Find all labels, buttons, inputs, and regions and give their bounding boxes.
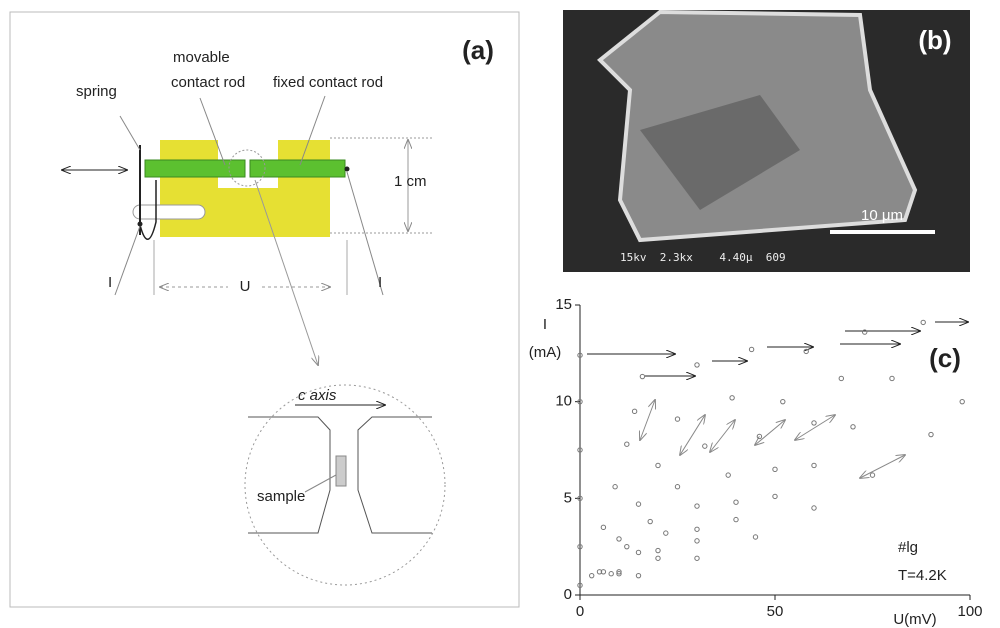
point <box>695 556 699 560</box>
panel-label: (a) <box>462 35 494 65</box>
point <box>609 572 613 576</box>
label: contact rod <box>171 74 245 91</box>
contact <box>345 167 350 172</box>
point <box>734 517 738 521</box>
arrow <box>795 415 835 440</box>
point <box>636 550 640 554</box>
spring-slot <box>133 205 205 219</box>
point <box>730 396 734 400</box>
point <box>851 425 855 429</box>
label: I <box>108 274 112 291</box>
point <box>749 347 753 351</box>
leader <box>305 475 336 492</box>
point <box>695 539 699 543</box>
point <box>804 349 808 353</box>
point <box>590 573 594 577</box>
label: movable <box>173 49 230 66</box>
annotation: #lg <box>898 539 918 556</box>
point <box>773 467 777 471</box>
panel-c-arrows <box>587 322 968 478</box>
point <box>656 548 660 552</box>
x-tick-label: 0 <box>576 603 584 620</box>
point <box>656 556 660 560</box>
fixed-rod <box>250 160 345 177</box>
point <box>695 527 699 531</box>
y-tick-label: 10 <box>555 393 572 410</box>
contact <box>138 222 143 227</box>
arrow <box>640 400 655 440</box>
annotation: T=4.2K <box>898 567 947 584</box>
point <box>781 399 785 403</box>
point <box>695 504 699 508</box>
panel-a: (a) spring movable contact rod fixed con… <box>10 12 519 607</box>
y-tick-label: 15 <box>555 296 572 313</box>
arrow <box>860 455 905 478</box>
x-tick-label: 50 <box>767 603 784 620</box>
point <box>656 463 660 467</box>
y-tick-label: 0 <box>564 586 572 603</box>
point <box>812 506 816 510</box>
arrow <box>710 420 735 452</box>
arrow <box>755 420 785 445</box>
point <box>890 376 894 380</box>
point <box>625 544 629 548</box>
label: U <box>240 278 251 295</box>
point <box>695 363 699 367</box>
holder <box>160 140 330 237</box>
point <box>929 432 933 436</box>
point <box>921 320 925 324</box>
sem-footer: 15kv 2.3kx 4.40μ 609 <box>620 251 786 264</box>
y-axis-label: I <box>543 316 547 333</box>
point <box>734 500 738 504</box>
label: spring <box>76 83 117 100</box>
point <box>812 463 816 467</box>
label: c axis <box>298 387 337 404</box>
point <box>640 374 644 378</box>
label: I <box>378 274 382 291</box>
point <box>675 417 679 421</box>
figure: (a) spring movable contact rod fixed con… <box>0 0 1000 628</box>
panel-frame <box>10 12 519 607</box>
point <box>703 444 707 448</box>
point <box>617 537 621 541</box>
point <box>601 525 605 529</box>
label: sample <box>257 488 305 505</box>
x-axis-label: U(mV) <box>893 611 936 628</box>
sample-block <box>336 456 346 486</box>
point <box>812 421 816 425</box>
y-axis-unit: (mA) <box>529 344 562 361</box>
point <box>675 485 679 489</box>
point <box>648 519 652 523</box>
leader <box>120 116 140 150</box>
leader <box>115 226 140 295</box>
point <box>757 434 761 438</box>
arrow <box>680 415 705 455</box>
label: 1 cm <box>394 173 427 190</box>
point <box>664 531 668 535</box>
y-tick-label: 5 <box>564 489 572 506</box>
point <box>960 399 964 403</box>
x-tick-label: 100 <box>957 603 982 620</box>
point <box>726 473 730 477</box>
point <box>773 494 777 498</box>
panel-b: (b) 10 μm 15kv 2.3kx 4.40μ 609 <box>563 10 970 272</box>
panel-label: (c) <box>929 343 961 373</box>
point <box>753 535 757 539</box>
point <box>870 473 874 477</box>
point <box>636 573 640 577</box>
point <box>636 502 640 506</box>
panel-label: (b) <box>918 25 951 55</box>
scale-label: 10 μm <box>861 207 903 224</box>
point <box>839 376 843 380</box>
point <box>613 485 617 489</box>
point <box>625 442 629 446</box>
point <box>632 409 636 413</box>
label: fixed contact rod <box>273 74 383 91</box>
